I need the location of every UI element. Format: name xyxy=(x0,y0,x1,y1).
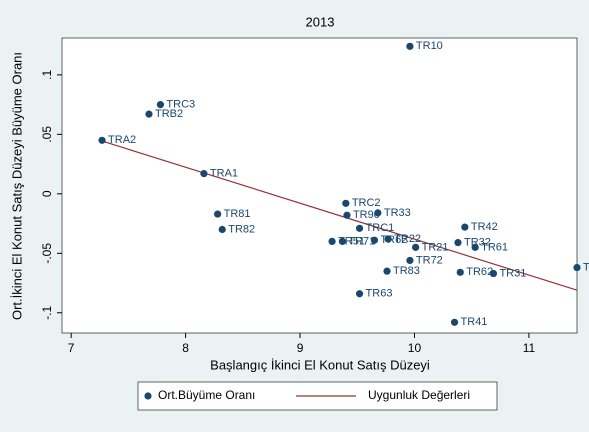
point-label: TR21 xyxy=(422,241,449,253)
point xyxy=(355,290,364,298)
point xyxy=(406,42,414,50)
point xyxy=(342,199,350,207)
point-label: TR63 xyxy=(366,288,393,300)
point-label: TR72 xyxy=(416,254,443,266)
point-label: TRA1 xyxy=(210,168,238,180)
point xyxy=(384,235,392,243)
point xyxy=(200,170,208,178)
point-label: TR33 xyxy=(384,207,411,219)
point xyxy=(412,243,420,251)
point-label: TR83 xyxy=(393,265,420,277)
point-label: TR41 xyxy=(461,316,488,328)
y-tick-label: 0 xyxy=(40,190,54,197)
point-label: TR10 xyxy=(416,40,443,52)
point xyxy=(156,101,165,109)
y-tick-label: .1 xyxy=(40,70,54,80)
point xyxy=(338,237,346,246)
point xyxy=(383,267,391,275)
point-label: TRA2 xyxy=(108,134,136,146)
point-label: TR22 xyxy=(394,233,421,245)
point-label: TR90 xyxy=(353,209,380,221)
point xyxy=(454,238,462,247)
point xyxy=(471,243,479,251)
point xyxy=(461,223,469,231)
point-label: TRC3 xyxy=(166,99,195,111)
point-label: TR62 xyxy=(466,266,493,278)
point xyxy=(218,225,226,234)
point xyxy=(145,110,153,118)
point-label: TR51 xyxy=(338,235,365,247)
chart-title: 2013 xyxy=(306,14,335,29)
legend-marker xyxy=(144,392,152,400)
point xyxy=(370,236,379,244)
x-tick-label: 7 xyxy=(68,341,75,355)
point xyxy=(343,211,351,219)
point-label: TR71 xyxy=(348,235,375,247)
point xyxy=(374,209,382,217)
point-label: TRC2 xyxy=(352,197,381,209)
point xyxy=(98,136,106,144)
point-label: TR82 xyxy=(228,223,255,235)
point xyxy=(456,268,464,276)
point-label: TR xyxy=(583,261,589,273)
point xyxy=(328,237,336,246)
legend-label: Uygunluk Değerleri xyxy=(368,388,470,402)
point xyxy=(573,263,581,272)
point-label: TR31 xyxy=(499,267,526,279)
legend-label: Ort.Büyüme Oranı xyxy=(158,388,255,402)
y-tick-label: -.1 xyxy=(40,305,54,319)
x-tick-label: 8 xyxy=(182,341,189,355)
y-axis-title: Ort.İkinci El Konut Satış Düzeyi Büyüme … xyxy=(9,52,24,320)
point xyxy=(214,210,222,218)
x-axis-title: Başlangıç İkinci El Konut Satış Düzeyi xyxy=(210,357,430,372)
point xyxy=(489,269,498,278)
x-tick-label: 10 xyxy=(408,341,422,355)
point-label: TR61 xyxy=(481,241,508,253)
point xyxy=(450,318,459,326)
x-tick-label: 9 xyxy=(297,341,304,355)
point xyxy=(406,256,414,265)
point-label: TR81 xyxy=(224,208,251,220)
plot-area xyxy=(61,37,578,334)
point xyxy=(355,224,364,232)
y-tick-label: -.05 xyxy=(40,243,54,264)
point-label: TR32 xyxy=(464,237,491,249)
x-tick-label: 11 xyxy=(523,341,536,355)
point-label: TRC1 xyxy=(366,222,395,234)
point-label: TR42 xyxy=(471,221,498,233)
fit-line xyxy=(99,139,578,291)
point-label: TRB2 xyxy=(155,108,183,120)
y-tick-label: .05 xyxy=(40,126,54,143)
